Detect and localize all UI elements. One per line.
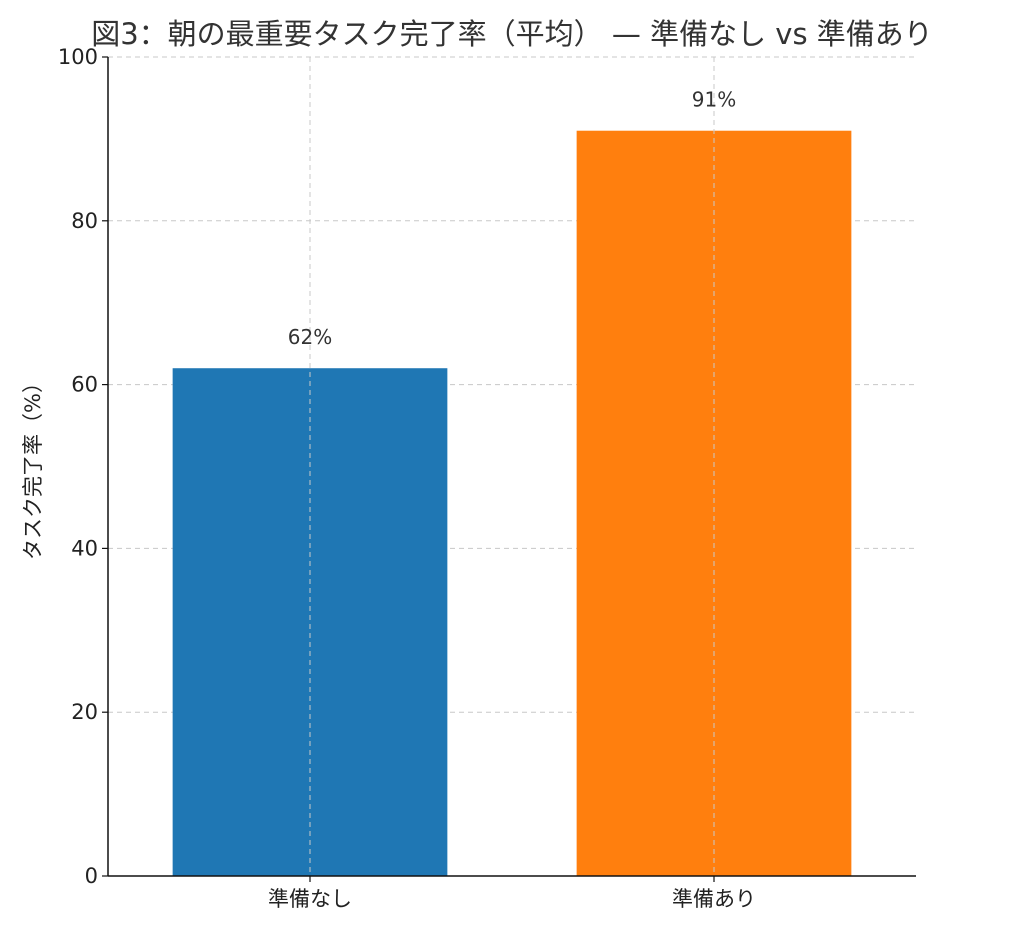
bar-value-label: 62%: [288, 325, 332, 349]
y-axis-label: タスク完了率（%）: [21, 372, 45, 560]
y-tick-label: 40: [71, 536, 98, 560]
y-tick-label: 80: [71, 209, 98, 233]
axes: [102, 56, 916, 882]
bar: [172, 368, 448, 876]
bars: [172, 57, 852, 876]
chart-title: 図3：朝の最重要タスク完了率（平均） — 準備なし vs 準備あり: [91, 17, 933, 51]
x-tick-label: 準備あり: [672, 887, 756, 911]
y-tick-label: 20: [71, 700, 98, 724]
y-tick-label: 60: [71, 373, 98, 397]
x-tick-label: 準備なし: [268, 887, 352, 911]
bar: [576, 130, 852, 876]
y-tick-label: 0: [85, 864, 98, 888]
bar-value-label: 91%: [692, 88, 736, 112]
y-tick-label: 100: [58, 45, 98, 69]
labels: 0 20 40 60 80 100 準備なし 62% 準備あり 91%: [58, 45, 756, 911]
